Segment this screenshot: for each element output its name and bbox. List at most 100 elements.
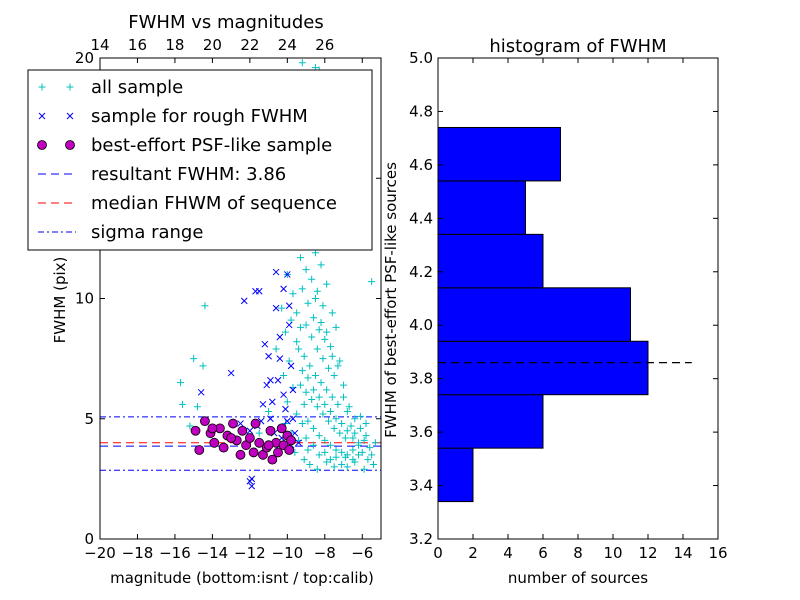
data-point — [356, 412, 364, 420]
data-point — [338, 460, 346, 468]
data-point — [315, 451, 323, 459]
data-point — [310, 386, 318, 394]
data-point — [276, 355, 284, 362]
data-point — [332, 323, 340, 331]
histogram-y-tick-label: 4.2 — [409, 263, 433, 281]
data-point — [273, 447, 283, 458]
data-point — [285, 302, 293, 310]
data-point — [313, 345, 321, 353]
data-point — [330, 463, 338, 471]
data-point — [332, 453, 340, 461]
data-point — [328, 352, 336, 360]
data-point — [349, 434, 357, 442]
x-axis-ticks: −20 −18 −16 −14 −12 −10 −8 −6 — [84, 58, 373, 562]
data-point — [177, 379, 185, 387]
data-point — [302, 388, 310, 396]
legend-label: resultant FWHM: 3.86 — [91, 164, 286, 185]
data-point — [349, 456, 357, 464]
histogram-y-tick-label: 4.6 — [409, 156, 433, 174]
legend-label: best-effort PSF-like sample — [91, 135, 332, 156]
x-tick-label: −18 — [122, 544, 154, 562]
series-2 — [190, 416, 296, 465]
data-point — [321, 400, 329, 408]
data-point — [261, 340, 269, 348]
data-point — [246, 477, 254, 485]
data-point — [295, 439, 302, 447]
scatter-title: FWHM vs magnitudes — [128, 12, 323, 33]
data-point — [364, 456, 372, 464]
data-point — [265, 408, 273, 416]
data-point — [321, 335, 329, 343]
data-point — [263, 381, 271, 389]
data-point — [276, 423, 287, 434]
data-point — [313, 403, 321, 411]
data-point — [332, 415, 340, 423]
data-point — [267, 376, 274, 384]
scatter-chart: FWHM vs magnitudes 14 16 18 20 22 24 26 −20 −18… — [27, 12, 382, 587]
histogram-y-tick-label: 4.4 — [409, 209, 433, 227]
data-point — [345, 403, 353, 411]
data-point — [283, 398, 291, 406]
data-point — [321, 436, 329, 444]
data-point — [304, 374, 312, 382]
legend-label: sigma range — [91, 222, 203, 243]
histogram-bar — [437, 447, 474, 503]
data-point — [326, 343, 334, 351]
data-point — [298, 59, 306, 67]
histogram-y-ticks: 3.2 3.4 3.6 3.8 4.0 4.2 4.4 4.6 4.8 5.0 — [409, 49, 718, 548]
data-point — [276, 333, 284, 341]
legend-label: all sample — [91, 77, 183, 98]
histogram-x-tick-label: 0 — [433, 544, 443, 562]
histogram-y-tick-label: 4.0 — [409, 316, 433, 334]
histogram-x-axis-label: number of sources — [508, 569, 648, 587]
x-tick-label: −6 — [351, 544, 373, 562]
data-point — [293, 410, 301, 418]
top-axis-ticks: 14 16 18 20 22 24 26 — [90, 36, 334, 54]
data-point — [287, 362, 295, 370]
data-point — [334, 362, 342, 370]
histogram-x-tick-label: 4 — [503, 544, 513, 562]
data-point — [311, 371, 319, 379]
histogram-x-ticks: 0 2 4 6 8 10 12 14 16 — [433, 58, 728, 562]
data-point — [255, 287, 263, 295]
data-point — [306, 362, 314, 370]
data-point — [366, 444, 374, 452]
data-point — [308, 396, 316, 404]
data-point — [199, 362, 207, 370]
data-point — [313, 465, 321, 473]
data-point — [286, 435, 296, 446]
data-point — [272, 345, 280, 353]
data-point — [325, 417, 333, 425]
data-point — [330, 424, 338, 432]
data-point — [289, 415, 297, 423]
x-tick-label: −8 — [314, 544, 336, 562]
data-point — [302, 266, 310, 274]
data-point — [315, 326, 323, 334]
data-point — [304, 417, 312, 425]
data-point — [193, 403, 201, 411]
top-tick-label: 20 — [203, 36, 222, 54]
data-point — [326, 456, 334, 464]
legend-marker — [37, 140, 47, 150]
data-point — [267, 454, 278, 465]
data-point — [227, 369, 235, 377]
data-point — [360, 465, 368, 473]
data-point — [315, 393, 323, 401]
data-point — [255, 429, 263, 437]
data-point — [300, 456, 308, 464]
data-point — [280, 391, 287, 399]
data-point — [338, 448, 346, 456]
histogram-x-tick-label: 10 — [603, 544, 622, 562]
data-point — [298, 420, 306, 428]
histogram-bar — [437, 287, 631, 342]
data-point — [201, 302, 209, 310]
data-point — [280, 371, 288, 379]
data-point — [240, 297, 248, 305]
data-point — [343, 408, 351, 416]
data-point — [248, 447, 259, 458]
data-point — [300, 352, 308, 360]
data-point — [283, 417, 291, 425]
data-point — [200, 416, 210, 427]
data-point — [244, 433, 255, 443]
